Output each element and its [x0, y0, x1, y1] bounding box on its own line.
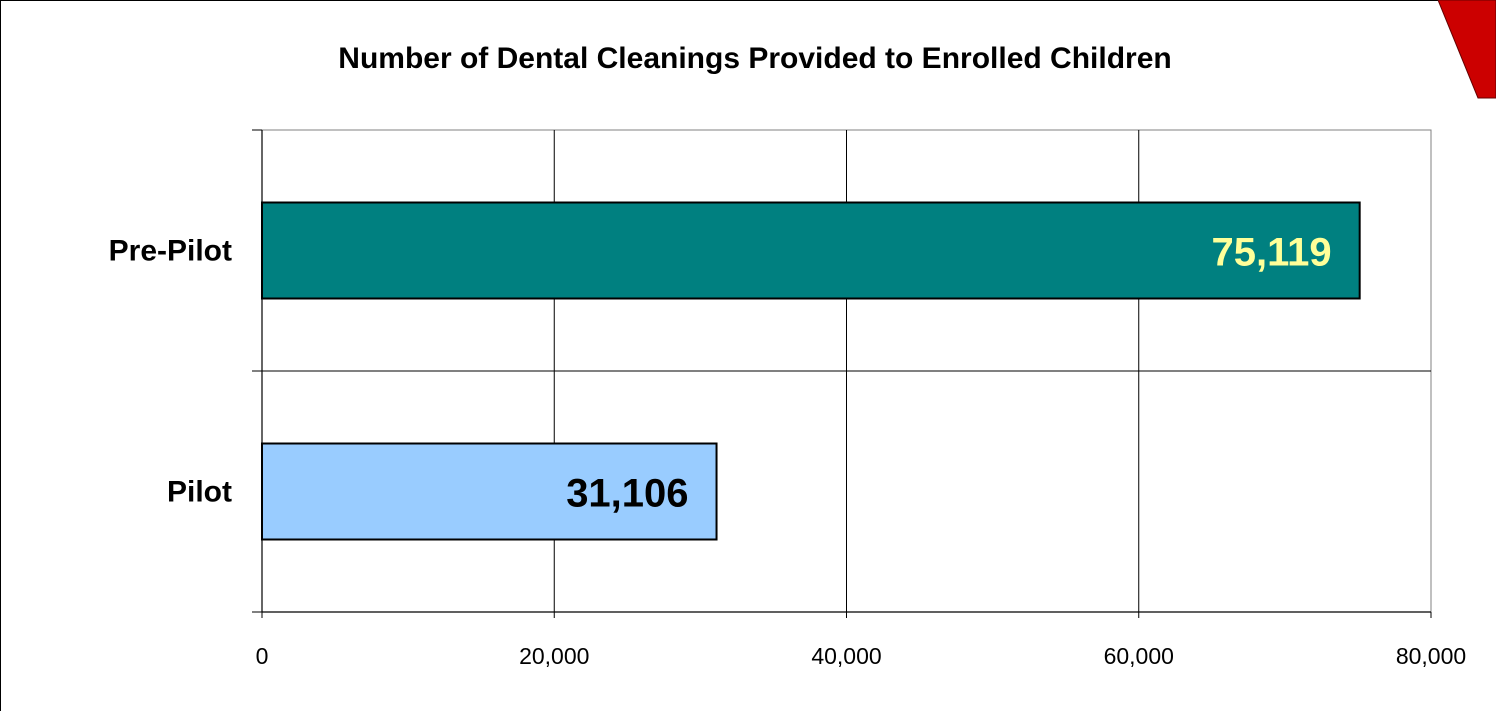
x-tick-label: 60,000	[1104, 643, 1174, 669]
category-label: Pre-Pilot	[109, 235, 232, 268]
bar-pilot	[261, 442, 718, 541]
data-label: 75,119	[1212, 231, 1332, 275]
chart-title: Number of Dental Cleanings Provided to E…	[338, 42, 1172, 75]
axes	[252, 129, 1432, 618]
x-tick-label: 40,000	[811, 643, 881, 669]
data-label: 31,106	[566, 472, 688, 516]
x-tick-label: 20,000	[519, 643, 589, 669]
labels: 0 20,000 40,000 60,000 80,000 Pre-Pilot 75,119…	[109, 231, 1467, 670]
bar-pre-pilot	[261, 201, 1361, 300]
bars	[261, 201, 1361, 541]
x-tick-label: 0	[256, 643, 269, 669]
x-tick-label: 80,000	[1396, 643, 1466, 669]
category-label: Pilot	[167, 476, 232, 509]
